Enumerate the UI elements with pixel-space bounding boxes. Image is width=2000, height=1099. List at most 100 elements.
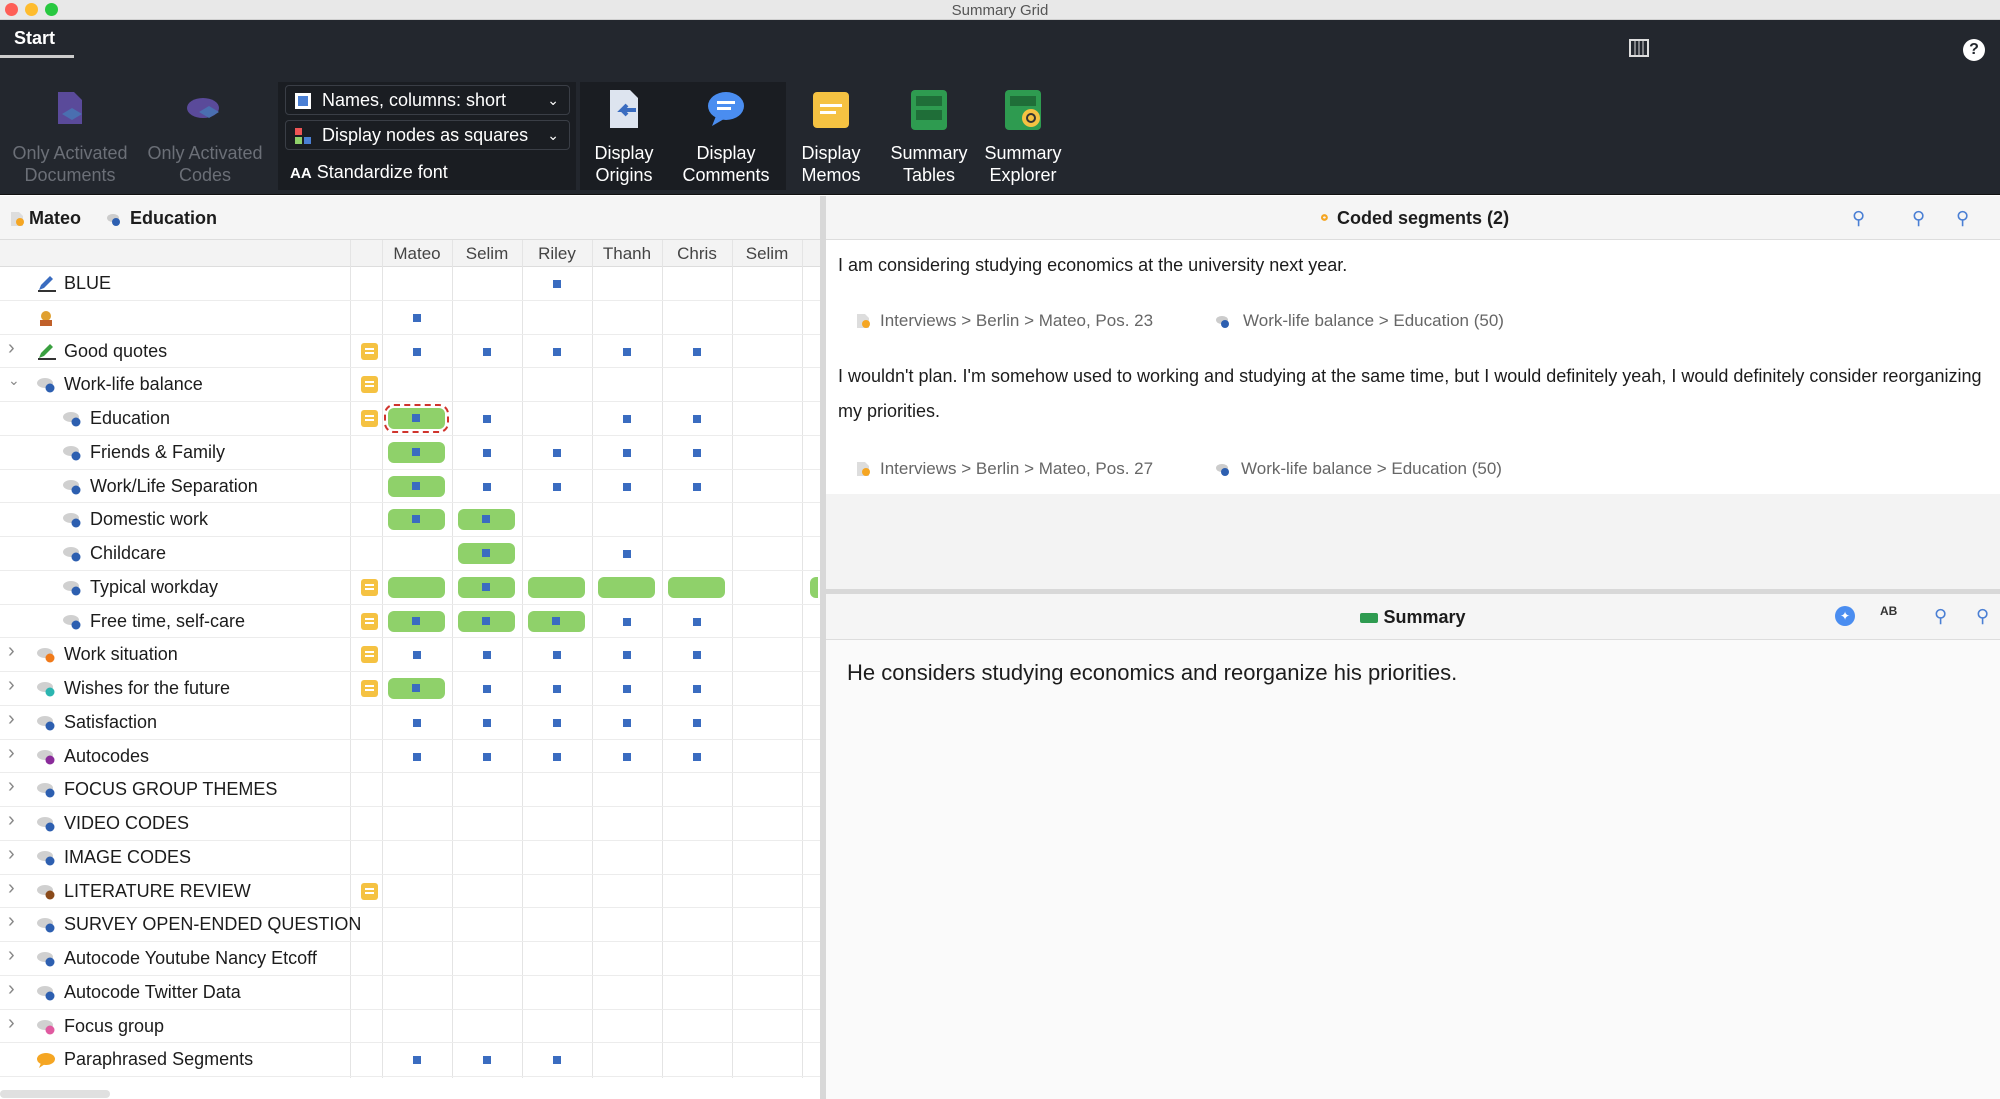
- grid-cell[interactable]: [382, 740, 452, 773]
- grid-cell[interactable]: [452, 1043, 522, 1076]
- zoom-out-icon[interactable]: ⚲: [1912, 208, 1926, 228]
- column-header-riley[interactable]: Riley: [538, 244, 576, 263]
- grid-cell[interactable]: [382, 706, 452, 739]
- grid-cell[interactable]: [592, 740, 662, 773]
- memo-icon[interactable]: [361, 578, 378, 596]
- grid-cell[interactable]: [452, 706, 522, 739]
- tab-start[interactable]: Start: [0, 20, 74, 58]
- right-pane-splitter[interactable]: [826, 589, 2000, 594]
- grid-cell[interactable]: [662, 571, 732, 604]
- column-header-selim[interactable]: Selim: [745, 244, 789, 263]
- column-header-thanh[interactable]: Thanh: [602, 244, 652, 263]
- grid-cell[interactable]: [522, 638, 592, 671]
- close-window-button[interactable]: [5, 3, 18, 16]
- column-header-chris[interactable]: Chris: [677, 244, 717, 263]
- grid-cell[interactable]: [382, 672, 452, 705]
- memo-icon[interactable]: [361, 646, 378, 664]
- grid-cell[interactable]: [662, 470, 732, 503]
- summary-explorer-button[interactable]: Summary Explorer: [978, 78, 1068, 194]
- grid-row[interactable]: › Good quotes: [0, 335, 820, 369]
- horizontal-scrollbar[interactable]: [0, 1090, 110, 1098]
- chevron-right-icon[interactable]: ›: [8, 944, 15, 966]
- grid-cell[interactable]: [382, 503, 452, 536]
- grid-cell[interactable]: [592, 638, 662, 671]
- grid-row[interactable]: › IMAGE CODES: [0, 841, 820, 875]
- grid-cell[interactable]: [382, 605, 452, 638]
- grid-row[interactable]: BLUE: [0, 267, 820, 301]
- segment-source-link[interactable]: Interviews > Berlin > Mateo, Pos. 27: [880, 459, 1154, 478]
- grid-cell[interactable]: [592, 402, 662, 435]
- standardize-font-button[interactable]: AA Standardize font: [290, 162, 448, 182]
- grid-row[interactable]: › Autocode Youtube Nancy Etcoff: [0, 942, 820, 976]
- spellcheck-icon[interactable]: AB: [1880, 604, 1898, 618]
- grid-cell[interactable]: [662, 638, 732, 671]
- grid-cell[interactable]: [522, 436, 592, 469]
- display-comments-button[interactable]: Display Comments: [670, 78, 782, 194]
- grid-cell[interactable]: [522, 605, 592, 638]
- grid-row[interactable]: › FOCUS GROUP THEMES: [0, 773, 820, 807]
- grid-row[interactable]: › SURVEY OPEN-ENDED QUESTION: [0, 908, 820, 942]
- grid-cell[interactable]: [452, 402, 522, 435]
- zoom-out-icon[interactable]: ⚲: [1934, 606, 1948, 626]
- display-origins-button[interactable]: Display Origins: [580, 78, 668, 194]
- only-activated-documents-button[interactable]: Only Activated Documents: [0, 78, 140, 194]
- grid-row[interactable]: › Focus group: [0, 1010, 820, 1044]
- names-columns-dropdown[interactable]: Names, columns: short ⌄: [285, 85, 570, 115]
- display-nodes-dropdown[interactable]: Display nodes as squares ⌄: [285, 120, 570, 150]
- display-memos-button[interactable]: Display Memos: [786, 78, 876, 194]
- zoom-in-icon[interactable]: ⚲: [1976, 606, 1990, 626]
- grid-cell[interactable]: [662, 402, 732, 435]
- grid-cell[interactable]: [382, 301, 452, 334]
- grid-row[interactable]: ⌄ Work-life balance: [0, 368, 820, 402]
- grid-cell[interactable]: [382, 470, 452, 503]
- grid-cell[interactable]: [382, 335, 452, 368]
- segment-text[interactable]: I wouldn't plan. I'm somehow used to wor…: [838, 366, 1982, 421]
- chevron-right-icon[interactable]: ›: [8, 336, 15, 359]
- memo-icon[interactable]: [361, 680, 378, 697]
- search-icon[interactable]: ⚲: [1852, 208, 1866, 228]
- grid-row[interactable]: Education: [0, 402, 820, 436]
- grid-cell[interactable]: [452, 740, 522, 773]
- chevron-right-icon[interactable]: ›: [8, 674, 15, 696]
- chevron-right-icon[interactable]: ›: [8, 910, 15, 933]
- grid-cell[interactable]: [452, 537, 522, 570]
- grid-cell[interactable]: [592, 335, 662, 368]
- chevron-right-icon[interactable]: ›: [8, 775, 15, 798]
- grid-row[interactable]: Free time, self-care: [0, 605, 820, 639]
- grid-cell[interactable]: [592, 706, 662, 739]
- grid-cell[interactable]: [592, 571, 662, 604]
- memo-icon[interactable]: [361, 410, 378, 427]
- grid-cell[interactable]: [592, 672, 662, 705]
- grid-cell[interactable]: [662, 605, 732, 638]
- grid-cell[interactable]: [452, 571, 522, 604]
- memo-icon[interactable]: [361, 882, 378, 900]
- grid-cell[interactable]: [382, 571, 452, 604]
- grid-cell[interactable]: [382, 436, 452, 469]
- pane-splitter[interactable]: [820, 196, 826, 1099]
- grid-cell[interactable]: [452, 638, 522, 671]
- memo-icon[interactable]: [361, 342, 378, 360]
- grid-cell[interactable]: [522, 571, 592, 604]
- memo-icon[interactable]: [361, 612, 378, 630]
- grid-row[interactable]: Typical workday: [0, 571, 820, 605]
- chevron-right-icon[interactable]: ›: [8, 640, 15, 663]
- grid-row[interactable]: › Autocode Twitter Data: [0, 976, 820, 1010]
- grid-cell[interactable]: [592, 537, 662, 570]
- chevron-right-icon[interactable]: ›: [8, 876, 15, 899]
- grid-cell[interactable]: [522, 740, 592, 773]
- grid-row[interactable]: › Wishes for the future: [0, 672, 820, 706]
- grid-cell[interactable]: [662, 335, 732, 368]
- grid-cell[interactable]: [452, 470, 522, 503]
- grid-row[interactable]: Domestic work: [0, 503, 820, 537]
- grid-row[interactable]: Friends & Family: [0, 436, 820, 470]
- segment-code-link[interactable]: Work-life balance > Education (50): [1241, 459, 1502, 478]
- grid-cell[interactable]: [452, 672, 522, 705]
- grid-cell[interactable]: [522, 335, 592, 368]
- grid-row[interactable]: Paraphrased Segments: [0, 1043, 820, 1077]
- grid-cell[interactable]: [382, 402, 452, 435]
- segment-code-link[interactable]: Work-life balance > Education (50): [1243, 311, 1504, 330]
- grid-row[interactable]: › LITERATURE REVIEW: [0, 875, 820, 909]
- grid-cell[interactable]: [592, 470, 662, 503]
- segment-source-link[interactable]: Interviews > Berlin > Mateo, Pos. 23: [880, 311, 1154, 330]
- summary-tables-button[interactable]: Summary Tables: [882, 78, 976, 194]
